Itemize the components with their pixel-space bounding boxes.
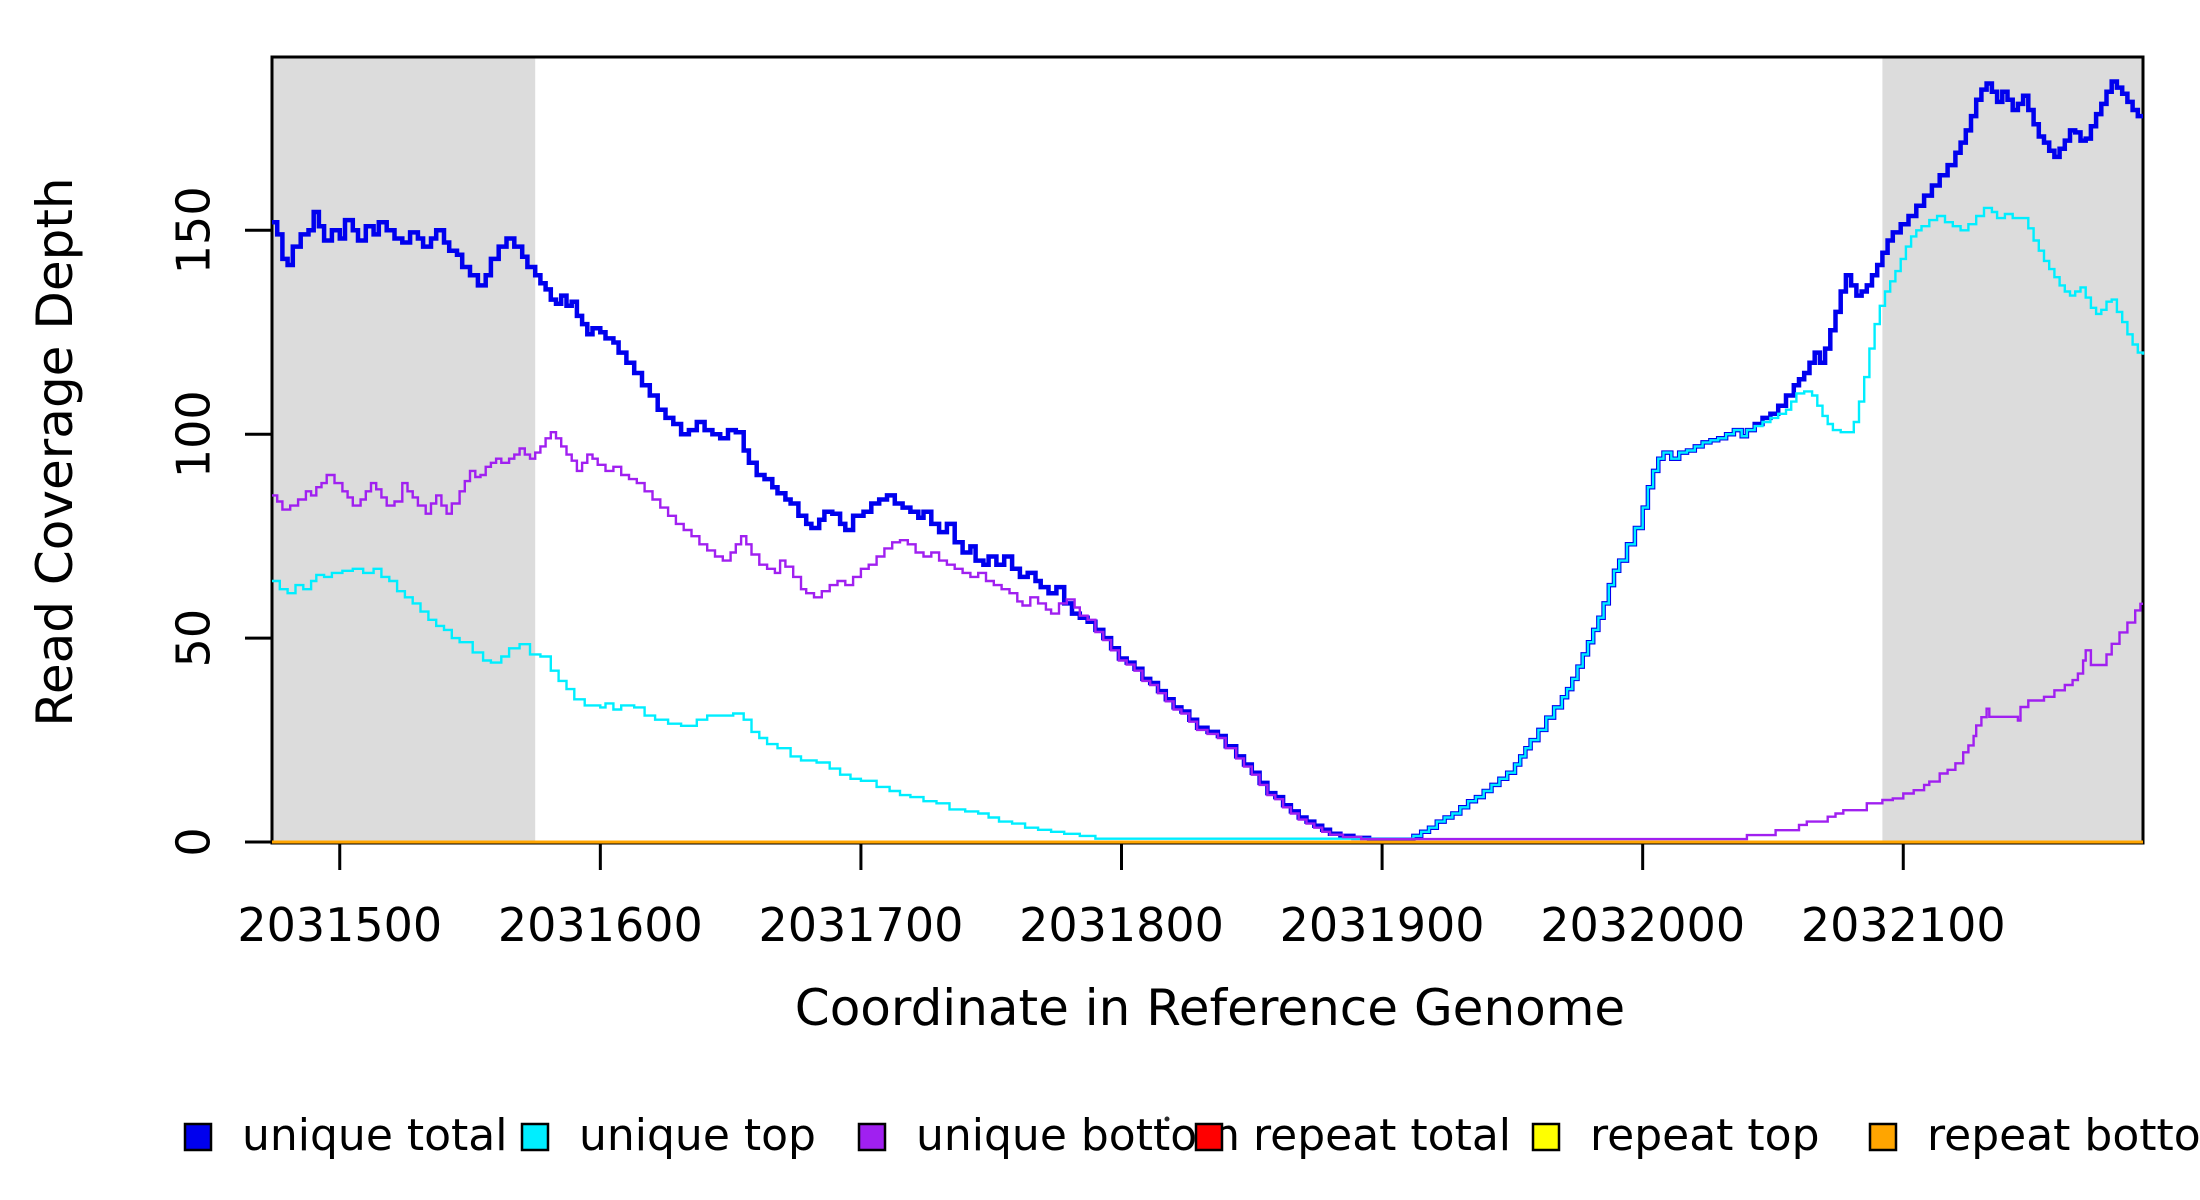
x-tick-label: 2032000	[1540, 898, 1745, 952]
y-axis-title: Read Coverage Depth	[26, 177, 84, 726]
legend-swatch-unique-top	[520, 1122, 550, 1152]
legend-swatch-repeat-bottom	[1868, 1122, 1898, 1152]
legend-swatch-unique-bottom	[857, 1122, 887, 1152]
x-tick-label: 2032100	[1801, 898, 2006, 952]
series-line-unique-total	[272, 79, 2143, 842]
shaded-region-1	[1882, 57, 2143, 843]
legend-label-unique-top: unique top	[579, 1110, 816, 1161]
y-tick-label: 100	[167, 390, 221, 478]
series-line-unique-top	[272, 206, 2145, 840]
legend-swatch-repeat-total	[1194, 1122, 1224, 1152]
stray-dot-artifact	[1164, 1116, 1170, 1122]
y-tick-label: 0	[167, 827, 221, 856]
legend-label-repeat-bottom: repeat bottom	[1927, 1110, 2200, 1161]
legend-label-repeat-total: repeat total	[1253, 1110, 1511, 1161]
x-tick-label: 2031500	[237, 898, 442, 952]
legend-label-repeat-top: repeat top	[1590, 1110, 1820, 1161]
y-tick-label: 150	[167, 186, 221, 274]
legend-label-unique-total: unique total	[242, 1110, 507, 1161]
x-tick-label: 2031600	[498, 898, 703, 952]
series-line-unique-bottom	[272, 431, 2143, 841]
shaded-region-0	[272, 57, 536, 843]
plot-border	[270, 55, 2145, 845]
x-tick-label: 2031700	[758, 898, 963, 952]
x-tick-label: 2031900	[1280, 898, 1485, 952]
legend-swatch-repeat-top	[1531, 1122, 1561, 1152]
legend-swatch-unique-total	[183, 1122, 213, 1152]
y-tick-label: 50	[167, 609, 221, 668]
x-tick-label: 2031800	[1019, 898, 1224, 952]
legend-label-unique-bottom: unique bottom	[916, 1110, 1240, 1161]
x-axis-title: Coordinate in Reference Genome	[795, 979, 1625, 1037]
